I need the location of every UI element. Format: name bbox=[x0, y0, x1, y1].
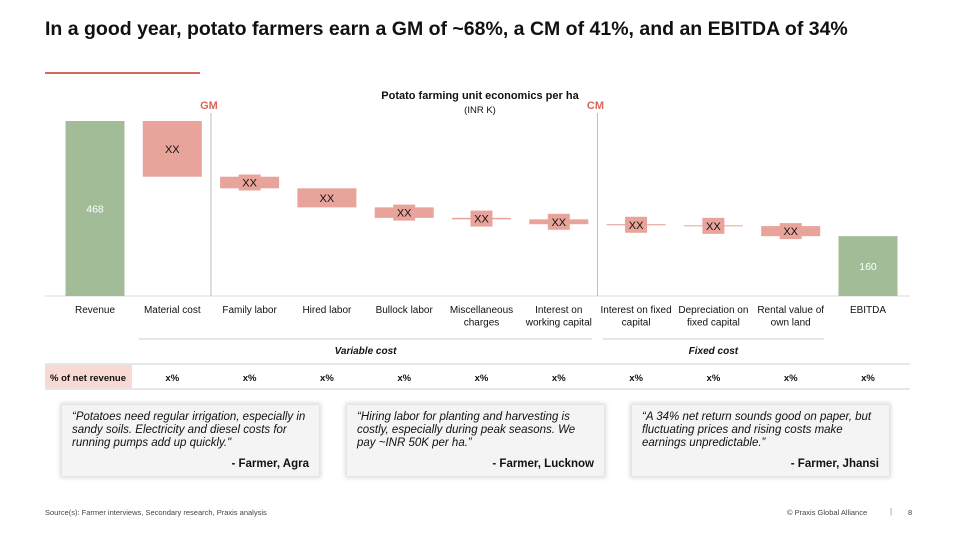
quote-text: “Hiring labor for planting and harvestin… bbox=[357, 411, 576, 449]
bar-1 bbox=[142, 121, 202, 177]
quote-author: - Farmer, Agra bbox=[231, 458, 309, 470]
row-value: x% bbox=[243, 373, 257, 384]
bar-10 bbox=[838, 236, 898, 296]
chart-subtitle: (INR K) bbox=[464, 105, 496, 116]
category-label: EBITDA bbox=[850, 305, 886, 316]
value-label-box bbox=[779, 223, 802, 240]
quote-text: “Potatoes need regular irrigation, espec… bbox=[72, 411, 306, 449]
bar-value-label: XX bbox=[165, 144, 180, 156]
bar-value-label: 160 bbox=[859, 261, 877, 273]
bar-value-label: 468 bbox=[86, 204, 104, 216]
value-label-box bbox=[625, 216, 648, 233]
group-label: Variable cost bbox=[335, 346, 398, 357]
footer-separator: | bbox=[890, 507, 893, 516]
bar-value-label: XX bbox=[629, 220, 644, 232]
row-value: x% bbox=[165, 373, 179, 384]
row-label-background bbox=[45, 365, 132, 388]
category-label: Interest on fixed bbox=[601, 305, 672, 316]
bar-value-label: XX bbox=[397, 208, 412, 220]
quote-text: “A 34% net return sounds good on paper, … bbox=[642, 411, 872, 449]
row-label: % of net revenue bbox=[50, 373, 126, 384]
category-label: Bullock labor bbox=[376, 305, 434, 316]
row-value: x% bbox=[552, 373, 566, 384]
bar-value-label: XX bbox=[551, 217, 566, 229]
category-label: own land bbox=[771, 318, 811, 329]
title-underline bbox=[45, 72, 200, 74]
bar-value-label: XX bbox=[320, 193, 335, 205]
value-label-box bbox=[702, 217, 725, 234]
page-number: 8 bbox=[908, 508, 913, 517]
category-label: Family labor bbox=[222, 305, 277, 316]
row-value: x% bbox=[320, 373, 334, 384]
bar-value-label: XX bbox=[706, 221, 721, 233]
value-label-box bbox=[470, 210, 493, 227]
category-label: Rental value of bbox=[757, 305, 824, 316]
quote-card-agra: “Potatoes need regular irrigation, espec… bbox=[62, 405, 319, 476]
source-note: Source(s): Farmer interviews, Secondary … bbox=[45, 508, 267, 517]
row-value: x% bbox=[397, 373, 411, 384]
value-label-box bbox=[393, 204, 416, 221]
category-label: fixed capital bbox=[687, 318, 740, 329]
quote-author: - Farmer, Lucknow bbox=[492, 458, 594, 470]
marker-label-gm: GM bbox=[200, 100, 218, 112]
quote-card-lucknow: “Hiring labor for planting and harvestin… bbox=[347, 405, 604, 476]
value-label-box bbox=[315, 189, 338, 206]
marker-label-cm: CM bbox=[587, 100, 604, 112]
value-label-box bbox=[238, 174, 261, 191]
row-value: x% bbox=[861, 373, 875, 384]
row-value: x% bbox=[707, 373, 721, 384]
row-value: x% bbox=[475, 373, 489, 384]
bar-value-label: XX bbox=[474, 214, 489, 226]
group-label: Fixed cost bbox=[689, 346, 739, 357]
row-value: x% bbox=[784, 373, 798, 384]
category-label: capital bbox=[622, 318, 651, 329]
value-label-box bbox=[547, 213, 570, 230]
category-label: Material cost bbox=[144, 305, 201, 316]
category-label: Revenue bbox=[75, 305, 115, 316]
bar-0 bbox=[65, 121, 125, 296]
copyright: © Praxis Global Alliance bbox=[787, 508, 868, 517]
bar-value-label: XX bbox=[242, 178, 257, 190]
category-label: Depreciation on bbox=[678, 305, 748, 316]
row-value: x% bbox=[629, 373, 643, 384]
waterfall-chart: Potato farming unit economics per ha (INR… bbox=[45, 90, 910, 390]
quote-card-jhansi: “A 34% net return sounds good on paper, … bbox=[632, 405, 889, 476]
category-label: Interest on bbox=[535, 305, 582, 316]
quote-author: - Farmer, Jhansi bbox=[790, 458, 879, 470]
category-label: working capital bbox=[525, 318, 592, 329]
category-label: charges bbox=[464, 318, 500, 329]
slide-title: In a good year, potato farmers earn a GM… bbox=[45, 18, 848, 40]
chart-title: Potato farming unit economics per ha bbox=[381, 90, 579, 102]
category-label: Miscellaneous bbox=[450, 305, 513, 316]
category-label: Hired labor bbox=[302, 305, 352, 316]
bar-value-label: XX bbox=[783, 226, 798, 238]
